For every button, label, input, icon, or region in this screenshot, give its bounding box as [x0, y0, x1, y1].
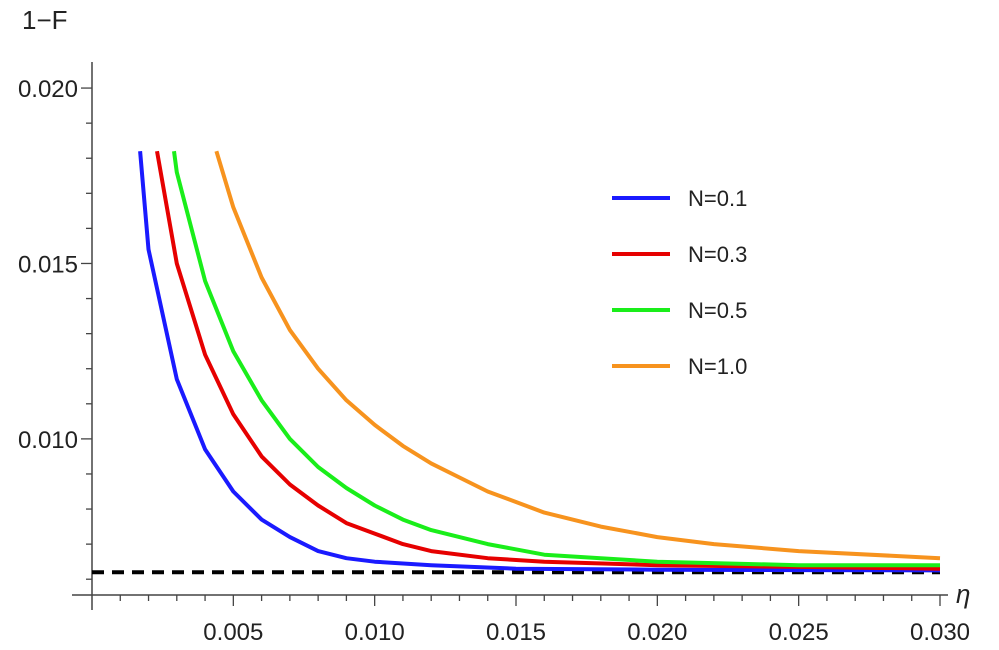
x-tick-label: 0.030	[910, 619, 970, 646]
legend: N=0.1 N=0.3 N=0.5 N=1.0	[612, 186, 747, 379]
legend-label: N=1.0	[688, 354, 747, 379]
legend-label: N=0.5	[688, 298, 747, 323]
y-tick-label: 0.015	[18, 251, 78, 278]
legend-label: N=0.1	[688, 186, 747, 211]
x-tick-label: 0.025	[769, 619, 829, 646]
series-group	[138, 150, 941, 573]
y-tick-label: 0.010	[18, 427, 78, 454]
x-tick-label: 0.015	[486, 619, 546, 646]
series-line-3	[172, 150, 940, 568]
x-tick-label: 0.020	[627, 619, 687, 646]
x-axis-title: η	[956, 579, 970, 609]
legend-label: N=0.3	[688, 242, 747, 267]
x-tick-label: 0.005	[203, 619, 263, 646]
x-tick-label: 0.010	[345, 619, 405, 646]
y-axis-title: 1−F	[22, 5, 68, 35]
series-line-4	[214, 150, 941, 561]
tick-labels: 0.005 0.010 0.015 0.020 0.025 0.030 0.010 0.015…	[18, 76, 970, 646]
tick-marks	[81, 87, 941, 606]
series-line-2	[155, 150, 941, 571]
series-line-1	[138, 151, 941, 573]
y-tick-label: 0.020	[18, 76, 78, 103]
axes	[72, 62, 948, 610]
